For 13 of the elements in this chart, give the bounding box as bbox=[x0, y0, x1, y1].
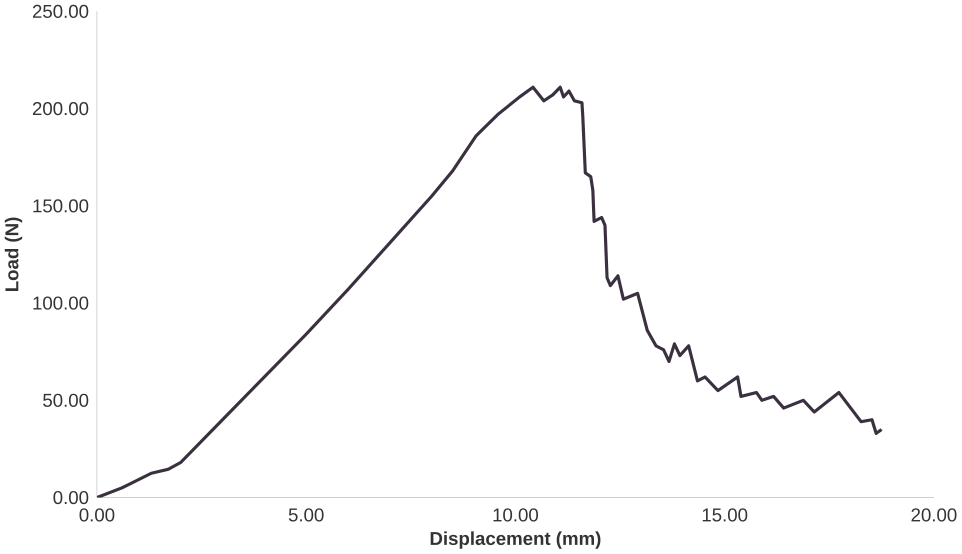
x-tick-label: 20.00 bbox=[912, 508, 956, 522]
y-tick-label: 250.00 bbox=[32, 5, 88, 18]
x-axis-title: Displacement (mm) bbox=[430, 532, 600, 549]
x-tick-label: 10.00 bbox=[494, 508, 538, 522]
y-tick-label: 0.00 bbox=[53, 491, 88, 504]
y-tick-label: 200.00 bbox=[32, 102, 88, 116]
y-tick-label: 50.00 bbox=[43, 394, 88, 408]
x-tick-label: 0.00 bbox=[80, 508, 114, 522]
y-tick-label: 150.00 bbox=[33, 199, 88, 213]
x-tick-label: 15.00 bbox=[702, 508, 748, 522]
y-axis-title: Load (N) bbox=[4, 218, 22, 292]
x-tick-label: 5.00 bbox=[288, 508, 324, 522]
y-tick-label: 100.00 bbox=[33, 296, 88, 310]
